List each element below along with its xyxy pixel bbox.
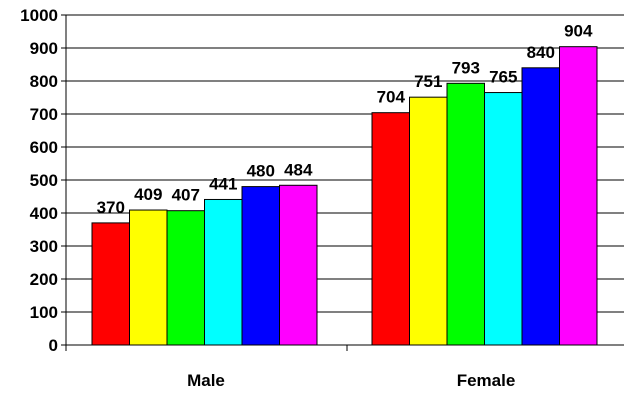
bar-male-6 [279, 184, 318, 346]
data-label-female-5: 840 [527, 43, 555, 62]
bar-male-2 [129, 209, 168, 346]
bar-female-6 [559, 46, 598, 346]
y-tick-label-700: 700 [30, 105, 58, 124]
bars [91, 46, 598, 346]
data-label-male-4: 441 [209, 174, 237, 193]
y-tick-label-1000: 1000 [20, 6, 58, 25]
y-tick-label-200: 200 [30, 270, 58, 289]
bar-female-4 [484, 92, 523, 346]
y-tick-label-100: 100 [30, 303, 58, 322]
data-label-female-4: 765 [489, 68, 517, 87]
y-tick-label-600: 600 [30, 138, 58, 157]
bar-female-2 [409, 96, 448, 346]
bar-female-1 [371, 112, 410, 346]
bar-male-4 [204, 198, 243, 346]
data-label-female-6: 904 [564, 22, 593, 41]
x-category-label-female: Female [457, 371, 516, 390]
y-tick-label-900: 900 [30, 39, 58, 58]
bar-female-5 [521, 67, 560, 346]
y-tick-label-300: 300 [30, 237, 58, 256]
data-label-female-1: 704 [377, 88, 406, 107]
data-label-female-3: 793 [452, 58, 480, 77]
y-tick-label-500: 500 [30, 171, 58, 190]
data-label-male-1: 370 [97, 198, 125, 217]
x-category-label-male: Male [187, 371, 225, 390]
bar-male-3 [166, 210, 205, 346]
y-tick-label-400: 400 [30, 204, 58, 223]
y-tick-label-0: 0 [49, 336, 58, 355]
bar-female-3 [446, 82, 485, 346]
data-label-male-2: 409 [134, 185, 162, 204]
bar-male-1 [91, 222, 130, 346]
data-label-male-5: 480 [247, 162, 275, 181]
labels: 0 100 200 300 400 500 600 700 800 900 1000 370 409 40… [20, 6, 593, 390]
y-tick-label-800: 800 [30, 72, 58, 91]
data-label-female-2: 751 [414, 72, 442, 91]
axes [61, 14, 624, 351]
data-label-male-6: 484 [284, 160, 313, 179]
bar-male-5 [241, 186, 280, 346]
data-label-male-3: 407 [172, 186, 200, 205]
